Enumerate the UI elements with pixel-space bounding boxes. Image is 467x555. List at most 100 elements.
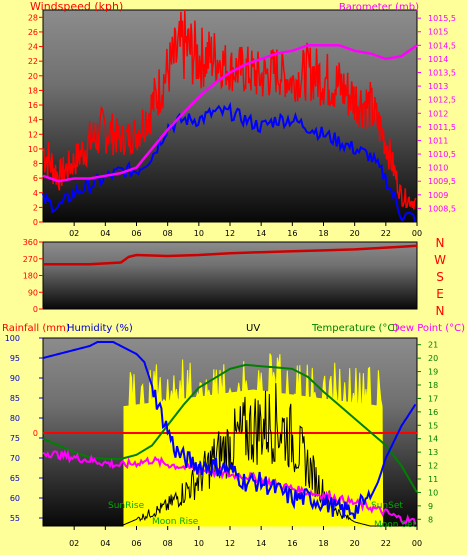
baro-y-tick: 1010 xyxy=(428,164,448,173)
moonset-label: Moon Set xyxy=(374,520,417,530)
temp-x-tick: 18 xyxy=(318,539,328,548)
dewpoint-label: Dew Point (°C) xyxy=(392,323,465,334)
temp-x-tick: 06 xyxy=(131,539,141,548)
wind-y-tick: 18 xyxy=(28,86,38,95)
temp-x-tick: 04 xyxy=(100,539,110,548)
wind-x-tick: 06 xyxy=(131,229,141,238)
temp-y-tick: 17 xyxy=(428,394,438,403)
wind-y-tick: 22 xyxy=(28,57,38,66)
temp-y-tick: 20 xyxy=(428,354,438,363)
wind-x-tick: 04 xyxy=(100,229,110,238)
rainfall-label: Rainfall (mm) xyxy=(2,323,70,334)
wind-y-tick: 14 xyxy=(28,116,38,125)
temperature-panel: 0 55 60 65 70 75 80 85 90 95 100 8 9 10 11 12 13 14 15 16… xyxy=(2,323,465,548)
humidity-y-tick: 70 xyxy=(10,454,20,463)
compass-label: S xyxy=(436,270,444,284)
humidity-y-tick: 55 xyxy=(10,514,20,523)
compass-label: N xyxy=(436,236,445,250)
temp-x-tick: 22 xyxy=(381,539,391,548)
baro-y-tick: 1013,5 xyxy=(428,69,456,78)
humidity-y-tick: 60 xyxy=(10,494,20,503)
humidity-line xyxy=(42,341,417,520)
humidity-y-tick: 75 xyxy=(10,434,20,443)
temp-x-tick: 10 xyxy=(194,539,204,548)
temp-y-tick: 10 xyxy=(428,488,438,497)
compass-label: W xyxy=(434,253,446,267)
wind-plot-area xyxy=(42,9,418,223)
wind-y-tick: 4 xyxy=(33,189,38,198)
wind-y-tick: 10 xyxy=(28,145,38,154)
wind-x-tick: 14 xyxy=(256,229,266,238)
wind-x-tick: 22 xyxy=(381,229,391,238)
wind-y-tick: 16 xyxy=(28,101,38,110)
baro-y-tick: 1011,5 xyxy=(428,123,456,132)
temp-y-tick: 11 xyxy=(428,475,438,484)
compass-label: N xyxy=(436,304,445,318)
wind-y-tick: 6 xyxy=(33,174,38,183)
moonrise-label: Moon Rise xyxy=(152,517,199,527)
humidity-y-tick: 80 xyxy=(10,414,20,423)
temp-y-tick: 18 xyxy=(428,381,438,390)
wind-y-tick: 2 xyxy=(33,203,38,212)
gust-line xyxy=(42,9,417,210)
wind-y-tick: 26 xyxy=(28,28,38,37)
wind-y-tick: 24 xyxy=(28,43,38,52)
dir-y-tick: 180 xyxy=(23,272,38,281)
dir-y-tick: 270 xyxy=(23,255,38,264)
wind-x-tick: 10 xyxy=(194,229,204,238)
temp-y-tick: 8 xyxy=(428,515,433,524)
baro-y-tick: 1015,5 xyxy=(428,14,456,23)
humidity-y-tick: 65 xyxy=(10,474,20,483)
temp-y-tick: 15 xyxy=(428,421,438,430)
dir-y-tick: 90 xyxy=(28,288,38,297)
wind-x-tick: 00 xyxy=(412,229,422,238)
baro-y-tick: 1008,5 xyxy=(428,204,456,213)
wind-x-tick: 18 xyxy=(318,229,328,238)
humidity-y-tick: 95 xyxy=(10,354,20,363)
temp-y-tick: 14 xyxy=(428,435,438,444)
barometer-line xyxy=(42,44,418,183)
baro-y-tick: 1014,5 xyxy=(428,41,456,50)
temp-x-tick: 12 xyxy=(225,539,235,548)
rain-y-tick: 0 xyxy=(33,429,38,438)
baro-y-tick: 1015 xyxy=(428,28,448,37)
wind-x-tick: 08 xyxy=(163,229,173,238)
uv-label: UV xyxy=(246,323,260,334)
baro-y-tick: 1009 xyxy=(428,191,448,200)
windspeed-label: Windspeed (kph) xyxy=(30,0,123,13)
wind-x-tick: 12 xyxy=(225,229,235,238)
baro-y-tick: 1014 xyxy=(428,55,448,64)
temp-x-tick: 08 xyxy=(163,539,173,548)
dir-y-tick: 0 xyxy=(33,305,38,314)
temp-x-tick: 00 xyxy=(412,539,422,548)
baro-y-tick: 1013 xyxy=(428,82,448,91)
sunset-label: SunSet xyxy=(371,501,403,511)
temp-x-tick: 02 xyxy=(69,539,79,548)
baro-y-tick: 1011 xyxy=(428,136,448,145)
humidity-y-tick: 85 xyxy=(10,394,20,403)
wind-y-tick: 20 xyxy=(28,72,38,81)
temp-y-tick: 12 xyxy=(428,462,438,471)
temp-y-tick: 9 xyxy=(428,502,433,511)
wind-y-tick: 0 xyxy=(33,218,38,227)
wind-y-tick: 12 xyxy=(28,130,38,139)
wind-x-tick: 20 xyxy=(350,229,360,238)
barometer-label: Barometer (mb) xyxy=(339,2,419,13)
baro-y-tick: 1012,5 xyxy=(428,96,456,105)
baro-y-tick: 1009,5 xyxy=(428,177,456,186)
humidity-y-tick: 100 xyxy=(5,334,20,343)
compass-label: E xyxy=(436,287,444,301)
temp-y-tick: 19 xyxy=(428,368,438,377)
temp-x-tick: 20 xyxy=(350,539,360,548)
sunrise-label: SunRise xyxy=(108,501,145,511)
wind-x-tick: 16 xyxy=(287,229,297,238)
dewpoint-line xyxy=(42,449,417,526)
temp-x-tick: 14 xyxy=(256,539,266,548)
humidity-y-tick: 90 xyxy=(10,374,20,383)
direction-line xyxy=(43,244,418,266)
temp-x-tick: 16 xyxy=(287,539,297,548)
temperature-label: Temperature (°C) xyxy=(311,323,398,334)
baro-y-tick: 1010,5 xyxy=(428,150,456,159)
